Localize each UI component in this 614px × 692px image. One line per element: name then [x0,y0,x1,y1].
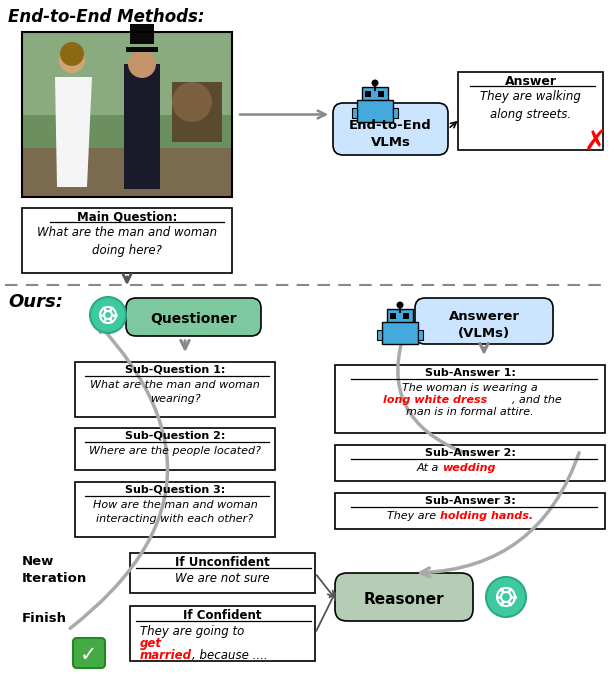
Text: man is in formal attire.: man is in formal attire. [406,407,534,417]
FancyBboxPatch shape [458,72,603,150]
FancyBboxPatch shape [75,482,275,537]
Text: Sub-Question 3:: Sub-Question 3: [125,485,225,495]
Bar [22,32,232,197]
Circle shape [59,47,85,73]
Text: How are the man and woman
interacting with each other?: How are the man and woman interacting wi… [93,500,257,524]
Text: long white dress: long white dress [383,395,487,405]
Text: They are walking
along streets.: They are walking along streets. [480,90,581,121]
Text: Main Question:: Main Question: [77,211,177,224]
Circle shape [128,50,156,78]
Bar [22,32,232,197]
Text: They are: They are [387,511,440,521]
Text: Questioner: Questioner [150,312,237,326]
FancyBboxPatch shape [415,298,553,344]
Text: married: married [140,649,192,662]
Circle shape [397,302,403,309]
Bar [22,32,232,114]
Text: holding hands.: holding hands. [440,511,533,521]
Text: , and the: , and the [512,395,562,405]
Text: Reasoner: Reasoner [363,592,445,606]
Bar [382,322,418,344]
FancyBboxPatch shape [22,208,232,273]
Text: Sub-Question 1:: Sub-Question 1: [125,365,225,375]
Bar [378,91,384,97]
Circle shape [371,80,378,86]
Text: What are the man and woman
doing here?: What are the man and woman doing here? [37,226,217,257]
Bar [393,108,398,118]
Text: If Unconfident: If Unconfident [175,556,270,569]
Bar [403,313,409,319]
Bar [126,47,158,52]
Text: Finish: Finish [22,612,67,625]
Bar [130,24,154,44]
Bar [362,87,388,104]
Text: They are going to: They are going to [140,625,248,638]
Circle shape [486,577,526,617]
Text: End-to-End Methods:: End-to-End Methods: [8,8,204,26]
Text: At a: At a [416,463,442,473]
FancyBboxPatch shape [335,493,605,529]
Bar [357,100,393,122]
FancyBboxPatch shape [73,638,105,668]
Text: Sub-Answer 1:: Sub-Answer 1: [424,368,515,378]
Bar [418,330,423,340]
Text: The woman is wearing a: The woman is wearing a [402,383,538,393]
Bar [390,313,396,319]
Bar [365,91,371,97]
Bar [124,64,160,189]
Bar [172,82,222,142]
Text: Sub-Answer 3:: Sub-Answer 3: [425,496,515,506]
FancyBboxPatch shape [75,428,275,470]
Text: ✗: ✗ [583,128,607,156]
Circle shape [104,311,112,319]
Text: Answerer
(VLMs): Answerer (VLMs) [448,310,519,340]
Text: , because ....: , because .... [192,649,268,662]
FancyBboxPatch shape [333,103,448,155]
Bar [22,147,232,197]
Text: wedding: wedding [442,463,495,473]
Text: Answer: Answer [505,75,556,88]
FancyBboxPatch shape [126,298,261,336]
Bar [387,309,413,326]
Text: Ours:: Ours: [8,293,63,311]
Circle shape [60,42,84,66]
Text: What are the man and woman
wearing?: What are the man and woman wearing? [90,380,260,404]
Text: End-to-End
VLMs: End-to-End VLMs [349,119,432,149]
Text: Where are the people located?: Where are the people located? [89,446,261,456]
FancyBboxPatch shape [130,553,315,593]
FancyBboxPatch shape [335,445,605,481]
Text: If Confident: If Confident [183,609,262,622]
Circle shape [90,297,126,333]
Text: Sub-Question 2:: Sub-Question 2: [125,431,225,441]
FancyBboxPatch shape [335,573,473,621]
FancyBboxPatch shape [75,362,275,417]
Text: get: get [140,637,162,650]
Text: Sub-Answer 2:: Sub-Answer 2: [424,448,515,458]
Bar [352,108,357,118]
Text: We are not sure: We are not sure [175,572,270,585]
FancyBboxPatch shape [335,365,605,433]
Text: New
Iteration: New Iteration [22,555,87,585]
FancyBboxPatch shape [130,606,315,661]
Bar [377,330,382,340]
Circle shape [501,592,511,602]
Text: ✓: ✓ [80,645,98,665]
Polygon shape [55,77,92,187]
Circle shape [172,82,212,122]
